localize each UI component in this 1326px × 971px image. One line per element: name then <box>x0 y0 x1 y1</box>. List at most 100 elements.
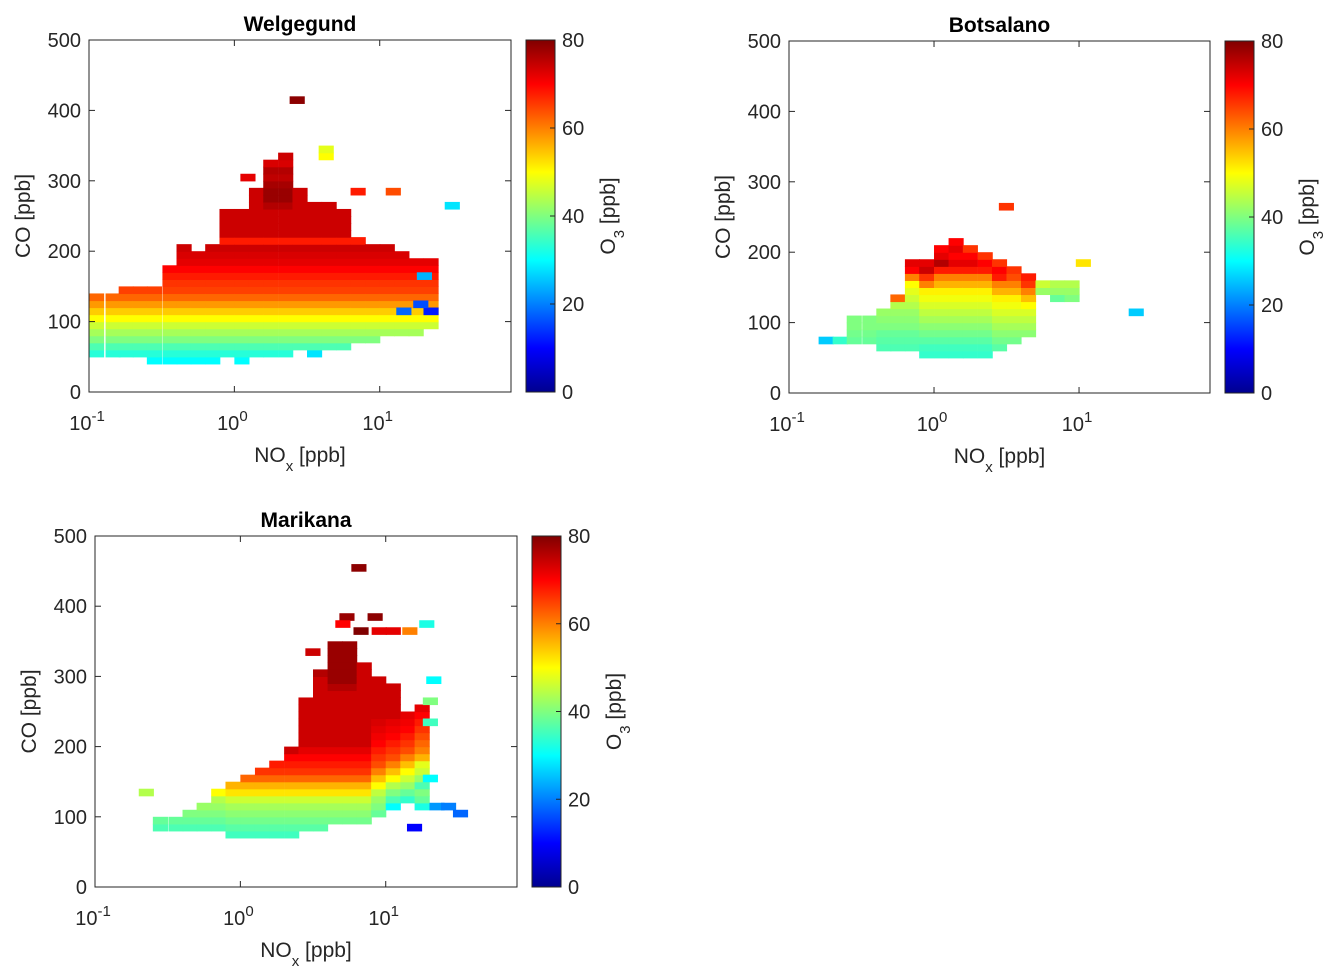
heatmap-cell <box>313 788 329 797</box>
heatmap-cell <box>327 711 343 720</box>
y-tick-label: 0 <box>770 383 781 405</box>
heatmap-cell <box>118 286 134 295</box>
heatmap-cell <box>400 774 416 783</box>
heatmap-cell <box>254 781 271 790</box>
y-tick-label: 200 <box>48 241 81 263</box>
heatmap-cell <box>327 760 343 769</box>
heatmap-cell <box>414 718 430 727</box>
heatmap-cell <box>414 802 430 811</box>
heatmap-cell <box>219 314 235 323</box>
chart-title: Botsalano <box>949 14 1051 37</box>
heatmap-cell <box>211 816 227 825</box>
heatmap-cell <box>219 258 235 266</box>
heatmap-cell <box>400 753 416 762</box>
heatmap-cell <box>991 315 1008 324</box>
heatmap-cell <box>190 279 206 287</box>
heatmap-cell <box>176 356 192 365</box>
heatmap-cell <box>219 230 235 238</box>
heatmap-cell <box>962 280 978 288</box>
heatmap-cell <box>832 336 848 345</box>
heatmap-cell <box>342 641 358 649</box>
heatmap-cell <box>118 342 134 351</box>
heatmap-cell <box>162 356 178 365</box>
heatmap-cell <box>336 300 352 309</box>
heatmap-cell <box>336 293 352 302</box>
heatmap-cell <box>342 809 358 818</box>
heatmap-cell <box>862 315 878 324</box>
heatmap-cell <box>292 194 308 203</box>
heatmap-cell <box>429 802 445 811</box>
heatmap-cell <box>948 238 964 246</box>
heatmap-cell <box>991 259 1008 267</box>
colorbar-tick-label: 40 <box>562 206 584 228</box>
heatmap-cell <box>1064 280 1080 288</box>
heatmap-cell <box>416 272 432 280</box>
heatmap-cell <box>190 286 206 295</box>
heatmap-cell <box>132 286 148 295</box>
heatmap-cell <box>89 293 105 302</box>
heatmap-cell <box>269 774 285 783</box>
heatmap-cell <box>408 307 424 316</box>
heatmap-cell <box>327 781 343 790</box>
heatmap-cell <box>934 287 950 296</box>
heatmap-cell <box>385 781 401 790</box>
x-tick-label: 101 <box>362 408 393 435</box>
heatmap-cell <box>307 216 323 224</box>
heatmap-cell <box>248 307 265 316</box>
heatmap-cell <box>313 732 329 741</box>
y-tick-label: 500 <box>748 31 781 53</box>
heatmap-cell <box>422 697 438 706</box>
heatmap-cell <box>962 266 978 274</box>
heatmap-cell <box>234 293 250 302</box>
heatmap-cell <box>890 336 906 345</box>
heatmap-cell <box>190 300 206 309</box>
heatmap-cell <box>336 216 352 224</box>
heatmap-cell <box>934 315 950 324</box>
heatmap-cell <box>219 300 235 309</box>
x-axis-label: NOx [ppb] <box>260 939 352 970</box>
heatmap-cell <box>934 308 950 317</box>
heatmap-cell <box>313 809 329 818</box>
heatmap-cell <box>240 830 256 839</box>
heatmap-cell <box>350 321 366 330</box>
heatmap-cell <box>408 265 424 273</box>
heatmap-cell <box>190 272 206 280</box>
heatmap-cell <box>365 300 381 309</box>
heatmap-cell <box>350 251 366 259</box>
heatmap-cell <box>205 251 221 259</box>
heatmap-cell <box>313 802 329 811</box>
heatmap-cell <box>321 244 337 252</box>
heatmap-cell <box>118 300 134 309</box>
heatmap-cell <box>336 272 352 280</box>
heatmap-cell <box>132 349 148 358</box>
heatmap-cell <box>962 329 978 338</box>
heatmap-cell <box>278 314 294 323</box>
heatmap-cell <box>327 641 343 649</box>
heatmap-cell <box>321 328 337 337</box>
heatmap-cell <box>876 308 892 317</box>
heatmap-cell <box>219 237 235 245</box>
heatmap-cell <box>313 767 329 776</box>
heatmap-cell <box>452 809 469 818</box>
heatmap-cell <box>190 314 206 323</box>
heatmap-cell <box>948 336 964 345</box>
axes-box <box>788 40 1211 394</box>
heatmap-cell <box>423 321 439 330</box>
heatmap-cell <box>298 732 314 741</box>
heatmap-cell <box>356 669 372 677</box>
heatmap-cell <box>219 279 235 287</box>
heatmap-cell <box>278 180 294 189</box>
heatmap-cell <box>422 718 438 727</box>
heatmap-cell <box>991 308 1008 317</box>
heatmap-cell <box>298 795 314 804</box>
heatmap-cell <box>298 760 314 769</box>
heatmap-cell <box>342 676 358 685</box>
heatmap-cell <box>423 279 439 287</box>
heatmap-cell <box>278 187 294 196</box>
heatmap-cell <box>414 732 430 741</box>
heatmap-cell <box>413 300 429 309</box>
heatmap-cell <box>284 830 300 839</box>
heatmap-cell <box>919 322 935 331</box>
heatmap-cell <box>263 321 279 330</box>
